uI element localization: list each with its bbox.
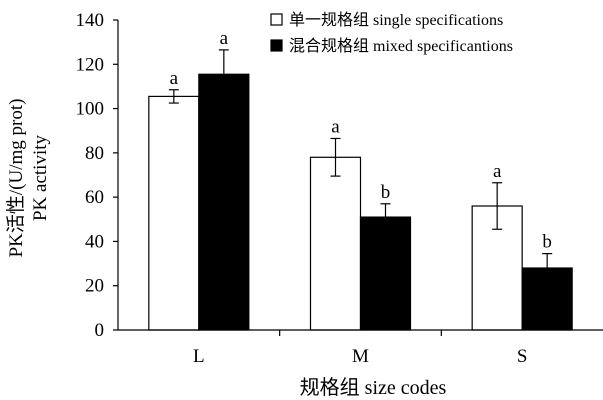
y-tick-label: 40 bbox=[85, 231, 104, 252]
x-tick-label: M bbox=[352, 346, 369, 367]
significance-label: a bbox=[493, 161, 502, 182]
significance-label: a bbox=[170, 68, 179, 89]
significance-label: a bbox=[220, 28, 229, 49]
y-axis-title-line-1: PK活性/(U/mg prot) bbox=[5, 99, 27, 258]
y-axis-title-line-2: PK activity bbox=[30, 134, 51, 221]
x-tick-label: S bbox=[517, 346, 528, 367]
y-tick-label: 60 bbox=[85, 187, 104, 208]
y-axis-title: PK活性/(U/mg prot) PK activity bbox=[5, 99, 51, 258]
legend-swatch-2 bbox=[270, 39, 283, 52]
y-tick-label: 20 bbox=[85, 276, 104, 297]
y-axis-ticks: 0 20 40 60 80 100 120 140 bbox=[76, 10, 118, 341]
bar-marks bbox=[148, 73, 573, 331]
legend-swatch-1 bbox=[270, 13, 283, 26]
bar-m-series-1 bbox=[309, 156, 362, 331]
significance-label: b bbox=[381, 182, 391, 203]
legend-label-2: 混合规格组 mixed specificantions bbox=[289, 37, 513, 55]
error-bars bbox=[168, 49, 553, 283]
significance-labels: a a a b a b bbox=[170, 28, 552, 253]
y-tick-label: 140 bbox=[76, 10, 105, 31]
legend: 单一规格组 single specifications 混合规格组 mixed s… bbox=[270, 11, 513, 55]
significance-label: a bbox=[331, 116, 340, 137]
y-tick-label: 120 bbox=[76, 54, 105, 75]
bar-m-series-2 bbox=[359, 216, 412, 331]
significance-label: b bbox=[542, 232, 552, 253]
y-tick-label: 0 bbox=[95, 320, 105, 341]
x-tick-label: L bbox=[193, 346, 205, 367]
x-axis-title: 规格组 size codes bbox=[300, 376, 447, 399]
y-tick-label: 100 bbox=[76, 99, 105, 120]
y-tick-label: 80 bbox=[85, 143, 104, 164]
legend-label-1: 单一规格组 single specifications bbox=[289, 11, 503, 29]
bar-l-series-2 bbox=[198, 73, 250, 331]
bar-l-series-1 bbox=[148, 95, 200, 331]
